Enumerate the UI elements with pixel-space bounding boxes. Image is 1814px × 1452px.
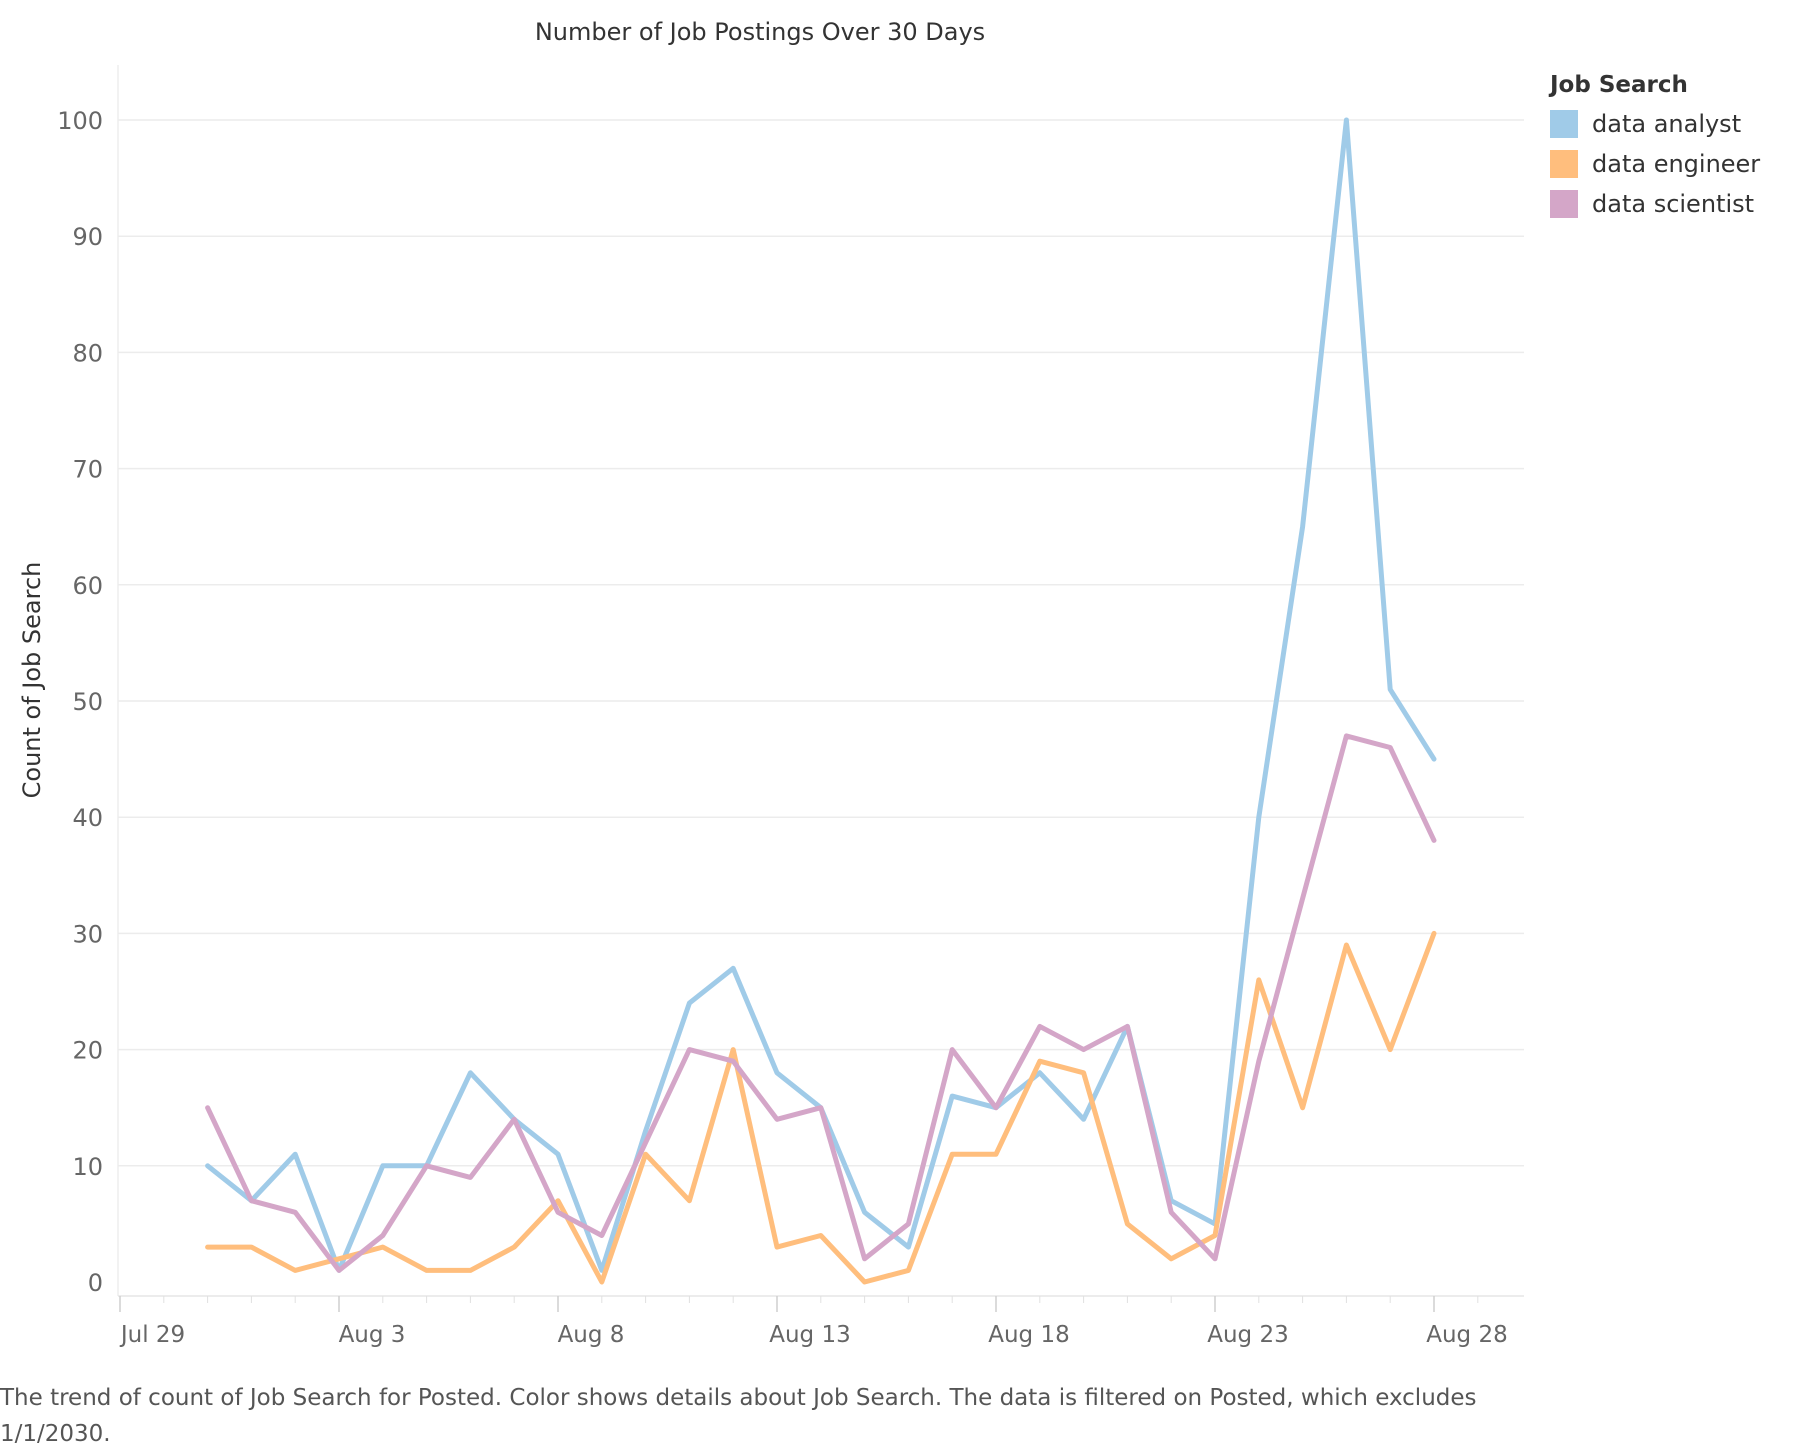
x-tick-label: Aug 3 (339, 1322, 406, 1348)
series-line-data-engineer[interactable] (205, 930, 1437, 1285)
legend-item-data-engineer[interactable]: data engineer (1550, 144, 1760, 184)
y-axis-label: Count of Job Search (18, 562, 46, 799)
chart-caption: The trend of count of Job Search for Pos… (0, 1385, 1477, 1447)
y-tick-label: 10 (72, 1153, 103, 1181)
y-tick-label: 50 (72, 688, 103, 716)
legend-item-data-scientist[interactable]: data scientist (1550, 184, 1760, 224)
x-tick-label: Aug 8 (558, 1322, 625, 1348)
legend-swatch (1550, 150, 1578, 178)
y-tick-label: 40 (72, 804, 103, 832)
y-tick-label: 20 (72, 1037, 103, 1065)
legend-swatch (1550, 110, 1578, 138)
series-line-data-scientist[interactable] (205, 733, 1437, 1273)
x-tick-label: Aug 13 (769, 1322, 851, 1348)
legend-label: data scientist (1592, 190, 1755, 218)
y-tick-label: 30 (72, 920, 103, 948)
legend-title: Job Search (1550, 72, 1688, 98)
y-tick-label: 100 (57, 107, 103, 135)
gridlines (117, 65, 1524, 1296)
y-tick-label: 90 (72, 223, 103, 251)
legend-item-data-analyst[interactable]: data analyst (1550, 104, 1760, 144)
legend: Job Search data analyst data engineer da… (1550, 72, 1760, 224)
legend-swatch (1550, 190, 1578, 218)
chart-title: Number of Job Postings Over 30 Days (535, 18, 985, 46)
y-tick-label: 80 (72, 339, 103, 367)
legend-label: data engineer (1592, 150, 1761, 178)
y-tick-label: 0 (88, 1269, 103, 1297)
x-tick-label: Jul 29 (119, 1322, 185, 1348)
series-lines (205, 117, 1437, 1285)
y-tick-label: 60 (72, 572, 103, 600)
x-tick-label: Aug 28 (1426, 1322, 1508, 1348)
x-tick-label: Aug 18 (988, 1322, 1070, 1348)
y-tick-label: 70 (72, 456, 103, 484)
legend-label: data analyst (1592, 110, 1742, 138)
x-tick-label: Aug 23 (1207, 1322, 1289, 1348)
axes: 0 10 20 30 40 50 60 70 80 90 100 Jul 29 Aug 3 Aug 8 Au… (57, 107, 1524, 1348)
